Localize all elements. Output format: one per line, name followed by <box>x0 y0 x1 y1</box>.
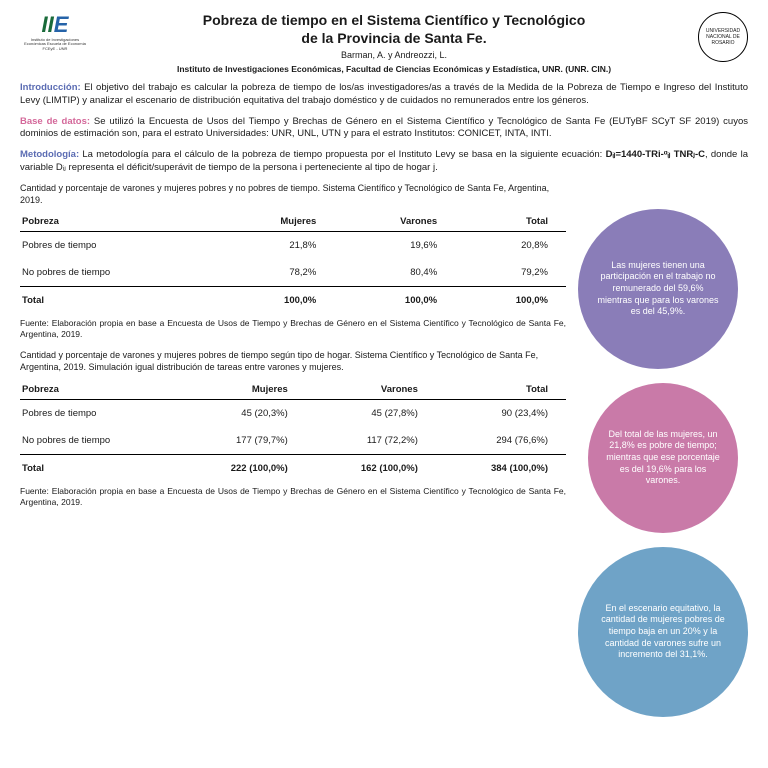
table1-col1: Mujeres <box>216 212 335 232</box>
table-row: Pobres de tiempo45 (20,3%)45 (27,8%)90 (… <box>20 399 566 427</box>
intro-label: Introducción: <box>20 82 81 93</box>
table1-header-row: Pobreza Mujeres Varones Total <box>20 212 566 232</box>
meto-text-a: La metodología para el cálculo de la pob… <box>79 149 605 160</box>
table-row: No pobres de tiempo78,2%80,4%79,2% <box>20 259 566 287</box>
meto-equation: Dᵢⱼ=1440-TRi-ᵅᵢⱼ TNRⱼ-C <box>606 149 705 160</box>
title-block: Pobreza de tiempo en el Sistema Científi… <box>100 12 688 74</box>
bubble-2: Del total de las mujeres, un 21,8% es po… <box>588 383 738 533</box>
table2-caption: Cantidad y porcentaje de varones y mujer… <box>20 350 566 373</box>
logo-left-subtitle: Instituto de Investigaciones Económicas … <box>20 38 90 51</box>
table-row: Total222 (100,0%)162 (100,0%)384 (100,0%… <box>20 454 566 482</box>
right-column: Las mujeres tienen una participación en … <box>578 183 748 717</box>
content-row: Cantidad y porcentaje de varones y mujer… <box>20 183 748 717</box>
logo-left: IIE Instituto de Investigaciones Económi… <box>20 12 90 52</box>
logo-right-text: UNIVERSIDAD NACIONAL DE ROSARIO <box>699 28 747 46</box>
table-row: No pobres de tiempo177 (79,7%)117 (72,2%… <box>20 427 566 455</box>
table1-caption: Cantidad y porcentaje de varones y mujer… <box>20 183 566 206</box>
table-row: Pobres de tiempo21,8%19,6%20,8% <box>20 232 566 260</box>
table2: Pobreza Mujeres Varones Total Pobres de … <box>20 380 566 482</box>
meto-paragraph: Metodología: La metodología para el cálc… <box>20 149 748 175</box>
title-line-2: de la Provincia de Santa Fe. <box>100 30 688 46</box>
left-column: Cantidad y porcentaje de varones y mujer… <box>20 183 566 717</box>
institute: Instituto de Investigaciones Económicas,… <box>100 64 688 74</box>
table1-col3: Total <box>455 212 566 232</box>
authors: Barman, A. y Andreozzi, L. <box>100 50 688 60</box>
table1-col2: Varones <box>334 212 455 232</box>
table2-col0: Pobreza <box>20 380 176 400</box>
table2-fuente: Fuente: Elaboración propia en base a Enc… <box>20 486 566 508</box>
bubble-3: En el escenario equitativo, la cantidad … <box>578 547 748 717</box>
base-paragraph: Base de datos: Se utilizó la Encuesta de… <box>20 116 748 142</box>
table1-col0: Pobreza <box>20 212 216 232</box>
table1: Pobreza Mujeres Varones Total Pobres de … <box>20 212 566 314</box>
base-label: Base de datos: <box>20 116 90 127</box>
title-line-1: Pobreza de tiempo en el Sistema Científi… <box>100 12 688 28</box>
meto-label: Metodología: <box>20 149 79 160</box>
header: IIE Instituto de Investigaciones Económi… <box>20 12 748 74</box>
intro-paragraph: Introducción: El objetivo del trabajo es… <box>20 82 748 108</box>
bubble-1: Las mujeres tienen una participación en … <box>578 209 738 369</box>
logo-right: UNIVERSIDAD NACIONAL DE ROSARIO <box>698 12 748 62</box>
table2-col2: Varones <box>306 380 436 400</box>
intro-text: El objetivo del trabajo es calcular la p… <box>20 82 748 106</box>
table2-header-row: Pobreza Mujeres Varones Total <box>20 380 566 400</box>
table-row: Total100,0%100,0%100,0% <box>20 287 566 315</box>
table2-col1: Mujeres <box>176 380 306 400</box>
table1-fuente: Fuente: Elaboración propia en base a Enc… <box>20 318 566 340</box>
base-text: Se utilizó la Encuesta de Usos del Tiemp… <box>20 116 748 140</box>
table2-col3: Total <box>436 380 566 400</box>
